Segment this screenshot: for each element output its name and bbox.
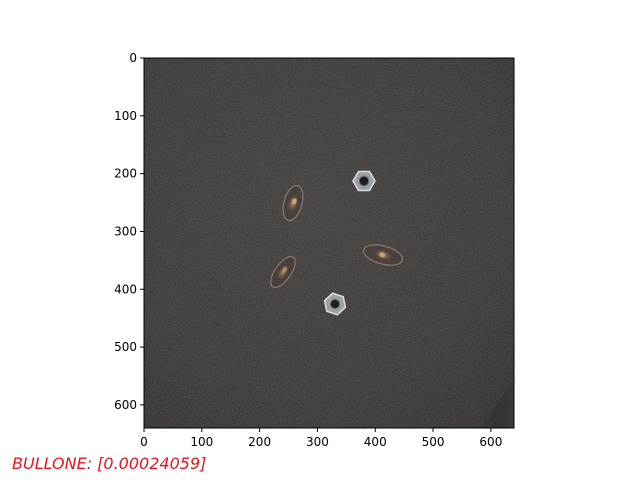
prediction-caption: BULLONE: [0.00024059] — [12, 454, 207, 473]
y-tick-label: 300 — [114, 224, 137, 238]
x-tick-label: 100 — [190, 435, 213, 449]
axes-frame — [143, 57, 515, 429]
hex-nut-top — [352, 170, 376, 192]
x-tick-label: 0 — [140, 435, 148, 449]
x-tick-label: 300 — [306, 435, 329, 449]
y-tick-label: 500 — [114, 340, 137, 354]
y-tick-label: 100 — [114, 109, 137, 123]
photo — [144, 58, 514, 428]
x-tick-label: 600 — [479, 435, 502, 449]
y-tick-label: 0 — [129, 51, 137, 65]
nose-pad-upper-left — [282, 184, 304, 222]
y-axis: 0 100 200 300 400 500 600 — [114, 51, 144, 412]
x-tick-label: 500 — [422, 435, 445, 449]
y-tick-label: 200 — [114, 167, 137, 181]
x-tick-label: 400 — [364, 435, 387, 449]
x-tick-label: 200 — [248, 435, 271, 449]
photo-corner-light — [480, 380, 514, 428]
hex-nut-bottom — [323, 292, 347, 316]
x-axis: 0 100 200 300 400 500 600 — [140, 428, 502, 449]
nose-pad-lower-left — [270, 255, 296, 289]
y-tick-label: 400 — [114, 282, 137, 296]
photo-texture — [144, 58, 514, 428]
y-tick-label: 600 — [114, 398, 137, 412]
nose-pad-right — [362, 244, 404, 266]
